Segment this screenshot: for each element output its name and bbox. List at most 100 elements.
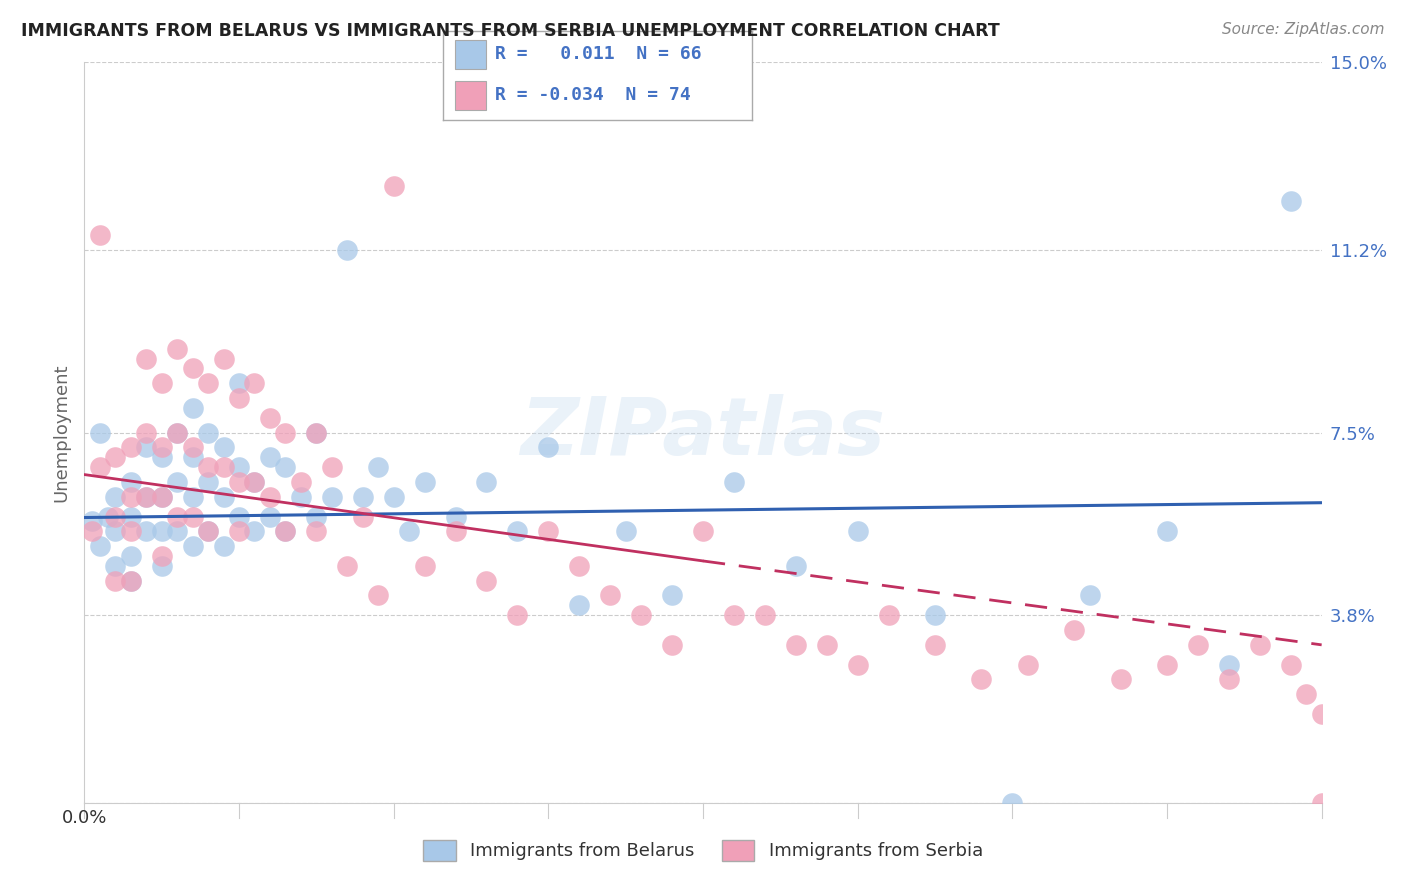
Text: Source: ZipAtlas.com: Source: ZipAtlas.com bbox=[1222, 22, 1385, 37]
Point bbox=[506, 524, 529, 539]
Point bbox=[444, 509, 467, 524]
Point bbox=[166, 509, 188, 524]
Point bbox=[475, 475, 498, 489]
Point bbox=[352, 509, 374, 524]
Point bbox=[321, 460, 343, 475]
Point bbox=[274, 524, 297, 539]
Point bbox=[970, 673, 993, 687]
Point bbox=[924, 638, 946, 652]
Point bbox=[181, 401, 204, 415]
Point bbox=[305, 425, 328, 440]
Point bbox=[197, 425, 219, 440]
Point bbox=[259, 410, 281, 425]
Point bbox=[382, 178, 405, 193]
Point bbox=[692, 524, 714, 539]
Point bbox=[150, 490, 173, 504]
Point bbox=[212, 351, 235, 366]
Point bbox=[1295, 687, 1317, 701]
Point bbox=[120, 441, 142, 455]
Point bbox=[96, 509, 118, 524]
Point bbox=[413, 558, 436, 573]
Point bbox=[104, 450, 127, 465]
Point bbox=[1279, 194, 1302, 208]
Point bbox=[120, 574, 142, 588]
Point bbox=[166, 425, 188, 440]
Point bbox=[274, 425, 297, 440]
Legend: Immigrants from Belarus, Immigrants from Serbia: Immigrants from Belarus, Immigrants from… bbox=[416, 832, 990, 868]
Point bbox=[120, 574, 142, 588]
Point bbox=[924, 608, 946, 623]
Point bbox=[89, 425, 111, 440]
Point bbox=[82, 515, 104, 529]
Point bbox=[274, 524, 297, 539]
Text: 0.0%: 0.0% bbox=[62, 809, 107, 827]
Point bbox=[243, 524, 266, 539]
Text: ZIPatlas: ZIPatlas bbox=[520, 393, 886, 472]
Text: IMMIGRANTS FROM BELARUS VS IMMIGRANTS FROM SERBIA UNEMPLOYMENT CORRELATION CHART: IMMIGRANTS FROM BELARUS VS IMMIGRANTS FR… bbox=[21, 22, 1000, 40]
Point bbox=[537, 524, 560, 539]
Point bbox=[305, 425, 328, 440]
Point bbox=[228, 524, 250, 539]
Point bbox=[228, 460, 250, 475]
Point bbox=[212, 441, 235, 455]
Point bbox=[135, 425, 157, 440]
Point bbox=[89, 539, 111, 553]
Point bbox=[1156, 524, 1178, 539]
Point bbox=[568, 558, 591, 573]
Point bbox=[243, 376, 266, 391]
Point bbox=[120, 549, 142, 563]
Point bbox=[104, 524, 127, 539]
Point bbox=[104, 558, 127, 573]
Point bbox=[181, 509, 204, 524]
Point bbox=[1218, 657, 1240, 672]
Point bbox=[661, 589, 683, 603]
Point bbox=[1310, 706, 1333, 721]
Point bbox=[1063, 623, 1085, 637]
Point bbox=[877, 608, 900, 623]
Point bbox=[661, 638, 683, 652]
Point bbox=[228, 509, 250, 524]
Point bbox=[382, 490, 405, 504]
Point bbox=[150, 558, 173, 573]
Point bbox=[120, 490, 142, 504]
Point bbox=[181, 441, 204, 455]
Point bbox=[150, 450, 173, 465]
Point bbox=[197, 376, 219, 391]
Point bbox=[82, 524, 104, 539]
Point bbox=[723, 475, 745, 489]
Point bbox=[135, 490, 157, 504]
Point bbox=[1187, 638, 1209, 652]
Point bbox=[815, 638, 838, 652]
Bar bbox=[456, 40, 486, 69]
Point bbox=[321, 490, 343, 504]
Point bbox=[104, 490, 127, 504]
Point bbox=[506, 608, 529, 623]
Point bbox=[120, 475, 142, 489]
Point bbox=[754, 608, 776, 623]
Point bbox=[785, 638, 807, 652]
Point bbox=[104, 509, 127, 524]
Point bbox=[475, 574, 498, 588]
Point bbox=[150, 490, 173, 504]
Point bbox=[568, 599, 591, 613]
Point bbox=[166, 475, 188, 489]
Point bbox=[444, 524, 467, 539]
Point bbox=[723, 608, 745, 623]
Point bbox=[305, 509, 328, 524]
Point bbox=[1001, 796, 1024, 810]
Point bbox=[1078, 589, 1101, 603]
Point bbox=[212, 490, 235, 504]
Point bbox=[413, 475, 436, 489]
Point bbox=[228, 376, 250, 391]
Point bbox=[785, 558, 807, 573]
Point bbox=[120, 509, 142, 524]
Point bbox=[197, 460, 219, 475]
Point bbox=[181, 450, 204, 465]
Point bbox=[135, 490, 157, 504]
Point bbox=[243, 475, 266, 489]
Point bbox=[120, 524, 142, 539]
Point bbox=[630, 608, 652, 623]
Point bbox=[104, 574, 127, 588]
Point bbox=[150, 441, 173, 455]
Point bbox=[1249, 638, 1271, 652]
